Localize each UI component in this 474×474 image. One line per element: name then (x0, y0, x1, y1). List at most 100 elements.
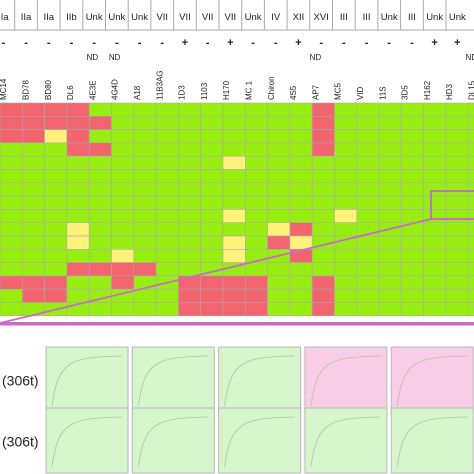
heatmap-cell (311, 262, 335, 277)
heatmap-cell (401, 302, 424, 317)
heatmap-cell (467, 275, 474, 290)
heatmap-cell (467, 302, 474, 317)
heatmap-cell (200, 222, 224, 237)
sign-label: - (24, 37, 28, 49)
heatmap-cell (111, 169, 135, 184)
heatmap-cell (423, 182, 447, 197)
heatmap-cell (356, 288, 380, 303)
heatmap-cell (66, 275, 90, 290)
heatmap-cell (155, 249, 179, 263)
heatmap-cell (0, 129, 23, 144)
class-label: III (408, 12, 416, 23)
heatmap-cell (44, 275, 68, 290)
heatmap-cell (245, 169, 268, 184)
heatmap-cell (311, 249, 335, 263)
heatmap-cell (289, 288, 313, 303)
heatmap-cell (178, 209, 201, 223)
heatmap-cell (423, 222, 447, 237)
sign-label: - (319, 37, 323, 49)
heatmap-cell (311, 155, 335, 170)
heatmap-cell (334, 102, 358, 117)
heatmap-cell (0, 302, 23, 317)
curve-panel (45, 407, 129, 474)
antibody-label: 4G4D (111, 79, 120, 100)
heatmap-cell (178, 142, 201, 157)
heatmap-cell (289, 155, 313, 170)
curve-panel (131, 407, 215, 474)
heatmap-cell (66, 195, 90, 210)
heatmap-cell (401, 195, 424, 210)
heatmap-cell (267, 182, 291, 197)
heatmap-cell (356, 262, 380, 277)
curve-panel (45, 346, 129, 413)
heatmap-cell (178, 249, 201, 263)
heatmap-cell (378, 249, 402, 263)
sign-label: - (410, 37, 414, 49)
heatmap-cell (467, 222, 474, 237)
heatmap-cell (88, 169, 112, 184)
sign-label: - (47, 37, 51, 49)
heatmap-cell (200, 249, 224, 263)
curve-line (310, 416, 381, 468)
heatmap-cell (245, 155, 268, 170)
heatmap-cell (378, 209, 402, 223)
heatmap-cell (445, 142, 469, 157)
class-label: XVI (313, 12, 328, 23)
heatmap-cell (66, 235, 90, 250)
heatmap-cell (445, 249, 469, 263)
heatmap-cell (267, 275, 291, 290)
heatmap-cell (222, 249, 246, 263)
heatmap-cell (200, 235, 224, 250)
curve-panel (218, 346, 302, 413)
heatmap-cell (133, 249, 157, 263)
antibody-label: MC 1 (244, 80, 253, 100)
heatmap-cell (0, 182, 23, 197)
heatmap-cell (200, 169, 224, 184)
heatmap-cell (334, 302, 358, 317)
heatmap-cell (66, 169, 90, 184)
heatmap-cell (0, 249, 23, 263)
heatmap-cell (401, 169, 424, 184)
sign-label: - (2, 37, 6, 49)
heatmap-cell (200, 302, 224, 317)
heatmap-cell (423, 288, 447, 303)
heatmap-cell (445, 182, 469, 197)
heatmap-cell (21, 102, 45, 117)
heatmap-cell (200, 129, 224, 144)
heatmap-cell (21, 222, 45, 237)
class-label: III (340, 12, 348, 23)
heatmap-cell (21, 235, 45, 250)
heatmap-cell (222, 182, 246, 197)
antibody-label: AP7 (311, 84, 320, 100)
heatmap-cell (289, 182, 313, 197)
antibody-label: A18 (133, 85, 142, 100)
heatmap-cell (267, 262, 291, 277)
heatmap-cell (0, 155, 23, 170)
heatmap-cell (423, 169, 447, 184)
heatmap-cell (378, 129, 402, 144)
heatmap-cell (88, 129, 112, 144)
heatmap-cell (133, 262, 157, 277)
curve-line (310, 355, 381, 407)
antibody-label: 3D5 (401, 85, 410, 100)
heatmap-cell (445, 102, 469, 117)
heatmap-cell (222, 209, 246, 223)
curve-line (224, 355, 295, 407)
heatmap-cell (178, 195, 201, 210)
row-label: (306t) (2, 434, 39, 450)
heatmap-cell (401, 275, 424, 290)
heatmap-cell (245, 182, 268, 197)
curve-panels: (306t) (306t) (2, 346, 474, 474)
heatmap-cell (378, 116, 402, 130)
heatmap-cell (356, 142, 380, 157)
highlight-box (430, 190, 474, 220)
heatmap-cell (311, 195, 335, 210)
heatmap-cell (44, 249, 68, 263)
heatmap-cell (0, 209, 23, 223)
heatmap-cell (356, 275, 380, 290)
heatmap-cell (88, 142, 112, 157)
heatmap-cell (289, 169, 313, 184)
heatmap-cell (88, 209, 112, 223)
heatmap-cell (111, 116, 135, 130)
heatmap-cell (200, 142, 224, 157)
